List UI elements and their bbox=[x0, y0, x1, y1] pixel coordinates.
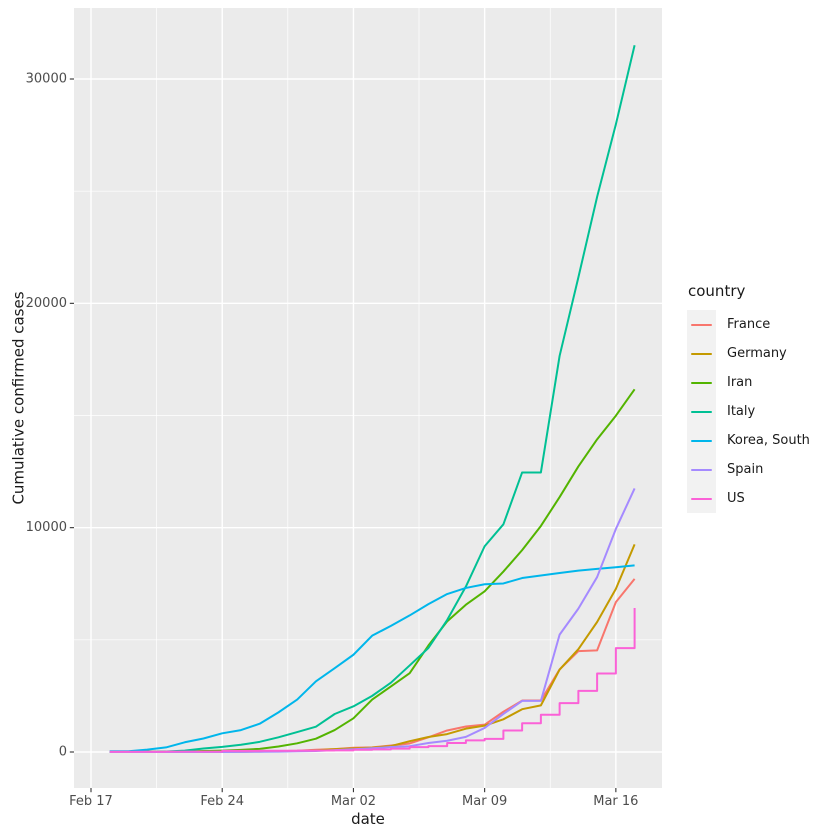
legend-key bbox=[687, 310, 716, 339]
x-tick-label: Feb 24 bbox=[200, 794, 244, 809]
legend-key-line bbox=[691, 323, 712, 326]
legend-item-label: Spain bbox=[727, 462, 764, 477]
legend-item-spain: Spain bbox=[687, 455, 810, 484]
legend-key-line bbox=[691, 352, 712, 355]
legend-key-line bbox=[691, 410, 712, 413]
legend-item-iran: Iran bbox=[687, 368, 810, 397]
panel-background bbox=[74, 8, 662, 788]
legend-key-line bbox=[691, 468, 712, 471]
legend-key bbox=[687, 484, 716, 513]
legend-item-italy: Italy bbox=[687, 397, 810, 426]
series-line-italy bbox=[109, 44, 636, 753]
legend-item-label: Italy bbox=[727, 404, 756, 419]
x-tick-label: Feb 17 bbox=[69, 794, 113, 809]
legend-items: France Germany Iran Italy Korea, South Spain U… bbox=[687, 310, 810, 513]
legend-key bbox=[687, 339, 716, 368]
legend-item-label: Korea, South bbox=[727, 433, 810, 448]
legend-item-label: Germany bbox=[727, 346, 787, 361]
y-tick-label: 10000 bbox=[26, 520, 67, 535]
legend-item-france: France bbox=[687, 310, 810, 339]
axis-ticks bbox=[69, 78, 617, 793]
legend-key bbox=[687, 426, 716, 455]
minor-gridlines bbox=[74, 8, 662, 788]
legend-item-label: France bbox=[727, 317, 771, 332]
x-tick-label: Mar 16 bbox=[593, 794, 638, 809]
legend-item-label: US bbox=[727, 491, 745, 506]
series-line-us bbox=[109, 607, 636, 753]
y-tick-label: 0 bbox=[59, 745, 67, 760]
legend-key-line bbox=[691, 381, 712, 384]
legend: country France Germany Iran Italy Korea, Sou… bbox=[687, 282, 810, 513]
legend-key bbox=[687, 455, 716, 484]
legend-key bbox=[687, 368, 716, 397]
x-tick-label: Mar 02 bbox=[331, 794, 376, 809]
legend-item-korea-south: Korea, South bbox=[687, 426, 810, 455]
x-tick-label: Mar 09 bbox=[462, 794, 507, 809]
y-tick-label: 20000 bbox=[26, 296, 67, 311]
legend-key-line bbox=[691, 439, 712, 442]
legend-title: country bbox=[688, 282, 746, 300]
x-axis-title: date bbox=[351, 810, 385, 828]
legend-item-us: US bbox=[687, 484, 810, 513]
legend-key bbox=[687, 397, 716, 426]
y-tick-label: 30000 bbox=[26, 72, 67, 87]
series-line-korea-south bbox=[109, 564, 635, 753]
major-gridlines bbox=[74, 8, 662, 788]
legend-item-label: Iran bbox=[727, 375, 753, 390]
legend-item-germany: Germany bbox=[687, 339, 810, 368]
legend-key-line bbox=[691, 497, 712, 500]
